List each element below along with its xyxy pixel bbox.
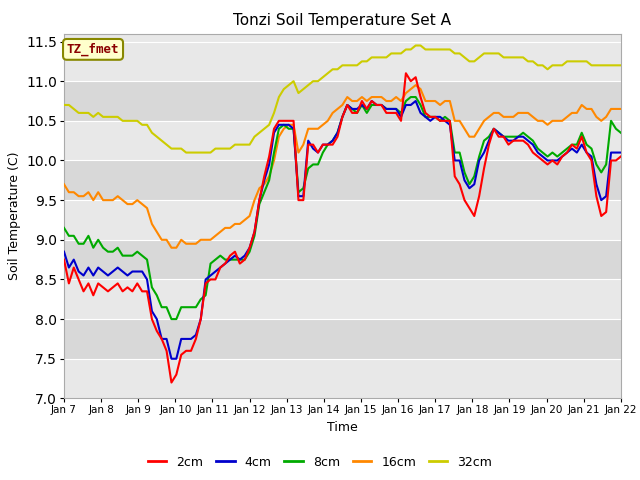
Bar: [64, 42, 621, 81]
Title: Tonzi Soil Temperature Set A: Tonzi Soil Temperature Set A: [234, 13, 451, 28]
Legend: 2cm, 4cm, 8cm, 16cm, 32cm: 2cm, 4cm, 8cm, 16cm, 32cm: [143, 451, 497, 474]
Bar: [64, 160, 621, 200]
Bar: [64, 121, 621, 160]
X-axis label: Time: Time: [327, 421, 358, 434]
Bar: [64, 81, 621, 121]
Bar: [64, 319, 621, 359]
Bar: [64, 240, 621, 279]
Text: TZ_fmet: TZ_fmet: [67, 43, 119, 56]
Y-axis label: Soil Temperature (C): Soil Temperature (C): [8, 152, 20, 280]
Bar: [64, 359, 621, 398]
Bar: [64, 34, 621, 42]
Bar: [64, 279, 621, 319]
Bar: [64, 200, 621, 240]
